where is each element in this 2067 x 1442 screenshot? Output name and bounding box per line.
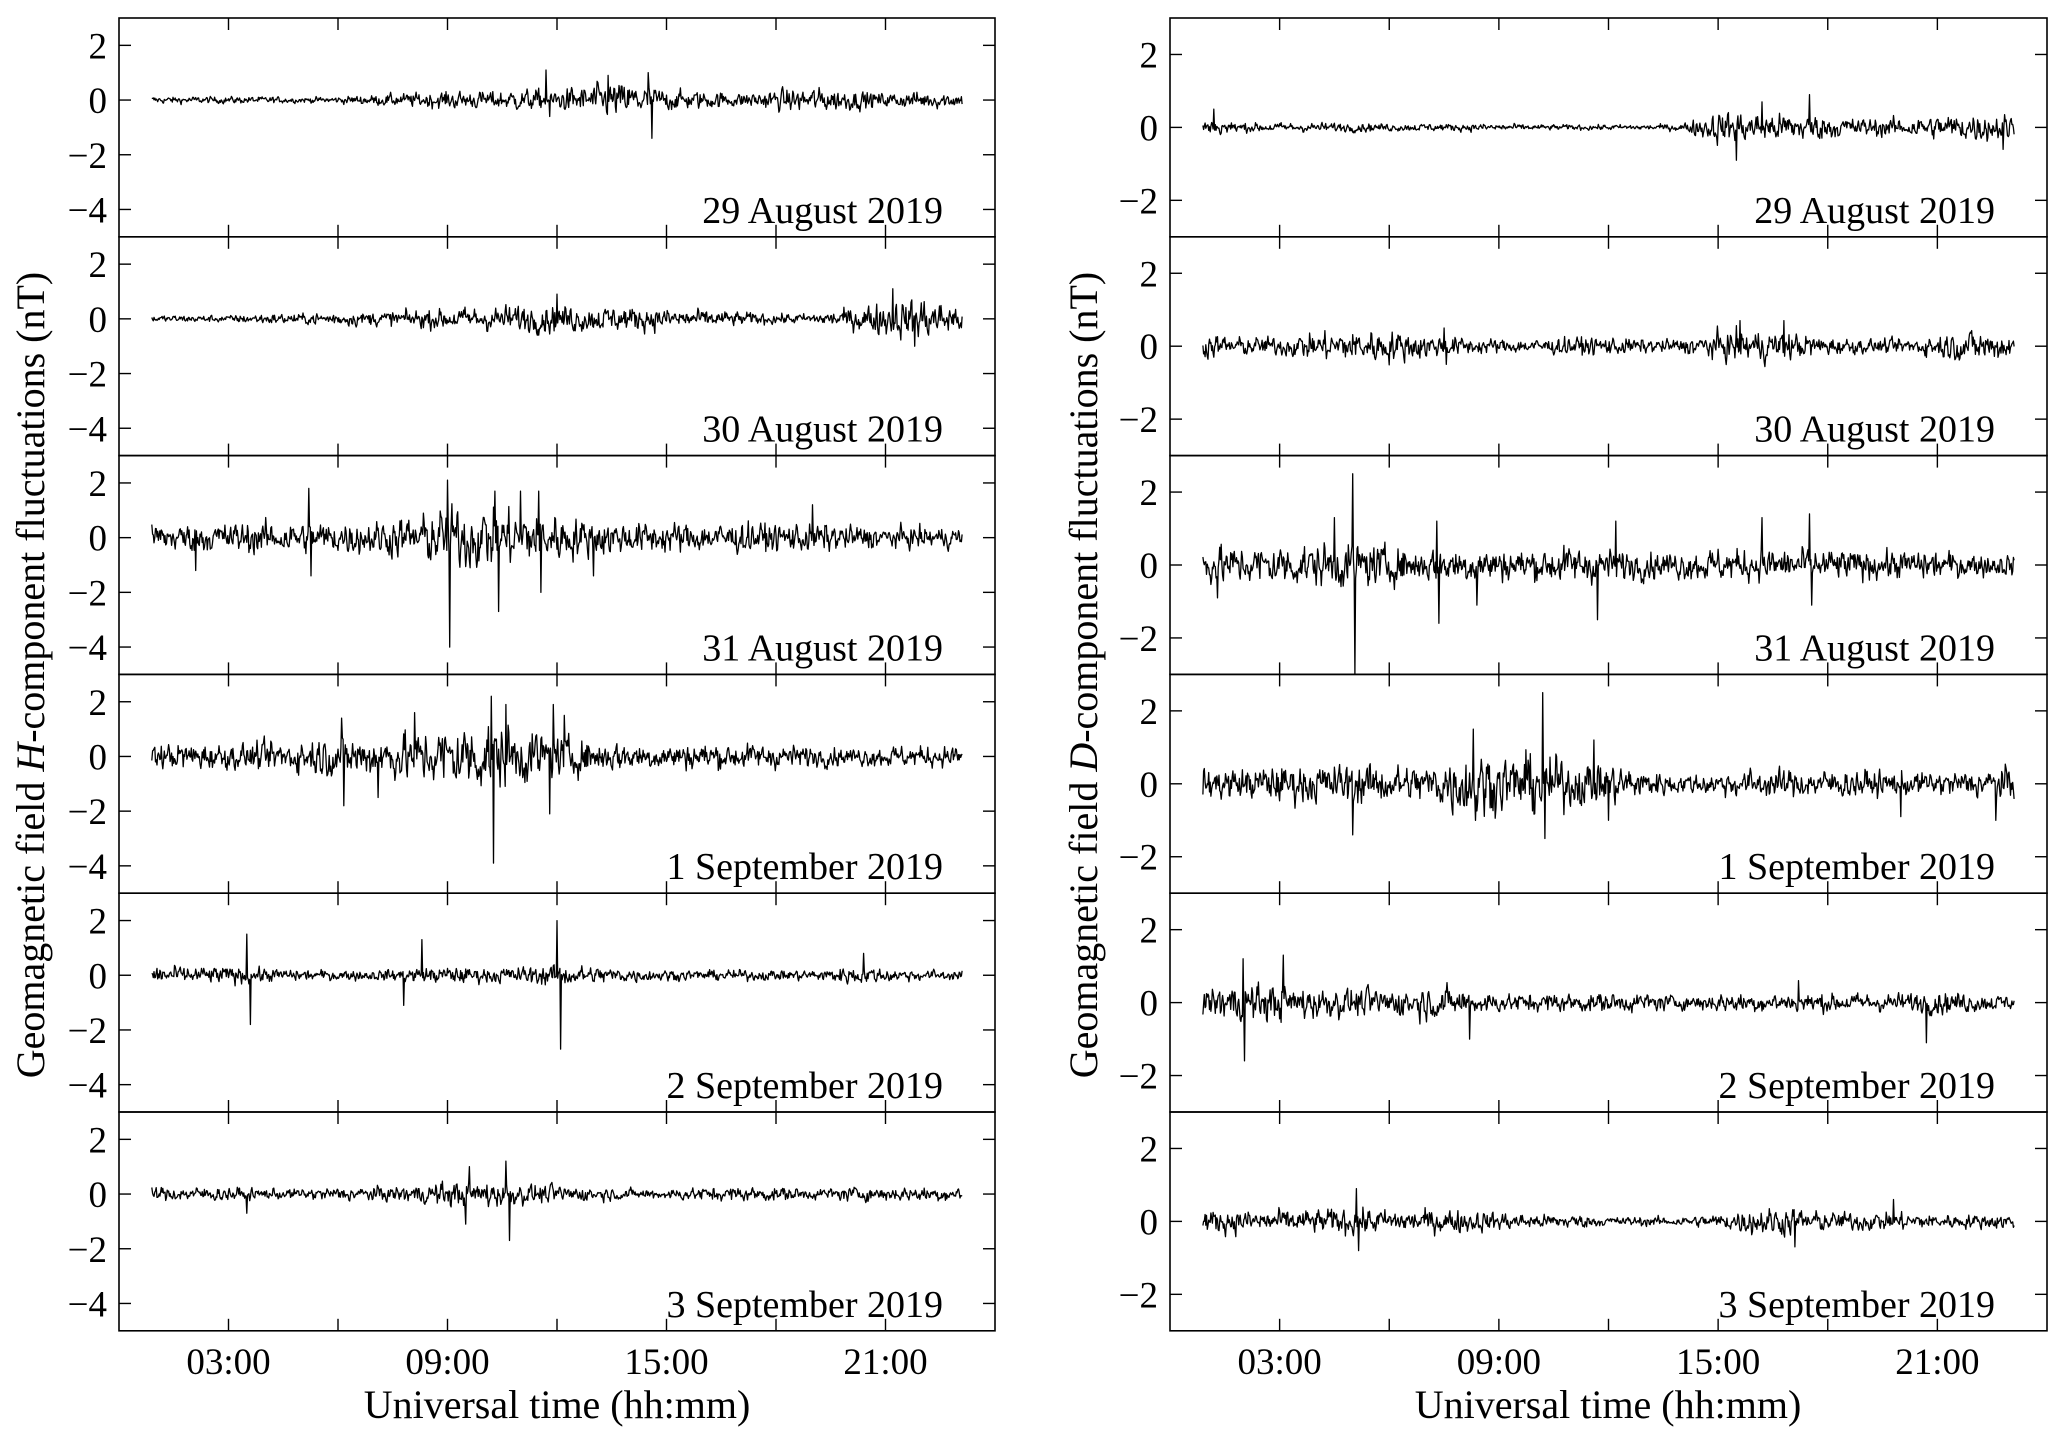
panel-2: 2 0 −2 30 August 2019	[1119, 236, 2048, 457]
data-trace	[1202, 473, 2015, 676]
d-component-chart: Geomagnetic field D-component fluctuatio…	[1061, 17, 2048, 1427]
y-tick-label: 0	[1140, 765, 1159, 806]
y-tick-label: 0	[89, 519, 108, 560]
y-tick-label: −2	[1119, 619, 1158, 660]
panel-date-label: 31 August 2019	[702, 627, 943, 669]
panel-6: 2 0 −2 3 September 2019	[1119, 1111, 2048, 1332]
y-tick-label: 0	[1140, 108, 1159, 149]
data-trace	[1202, 93, 2015, 161]
y-tick-label: −4	[68, 190, 107, 231]
data-trace	[1202, 954, 2015, 1062]
y-tick-label: −2	[1119, 181, 1158, 222]
y-tick-label: 0	[89, 956, 108, 997]
y-tick-label: −4	[68, 409, 107, 450]
y-tick-label: 2	[1140, 35, 1159, 76]
panel-1: 2 0 −2 29 August 2019	[1119, 17, 2048, 238]
panel-3: 2 0 −2 −4 31 August 2019	[68, 454, 996, 676]
panel-4: 2 0 −2 1 September 2019	[1119, 673, 2048, 895]
panel-date-label: 2 September 2019	[1718, 1065, 1995, 1107]
data-trace	[151, 69, 963, 139]
y-tick-label: 2	[89, 26, 108, 67]
y-tick-label: 0	[89, 1175, 108, 1216]
y-tick-label: 2	[1140, 473, 1159, 514]
y-tick-label: 2	[1140, 254, 1159, 295]
y-tick-label: 2	[89, 1120, 108, 1161]
x-tick-label: 21:00	[1895, 1342, 1979, 1383]
x-tick-label: 09:00	[1457, 1342, 1541, 1383]
y-tick-label: 2	[1140, 692, 1159, 733]
y-tick-label: 2	[89, 902, 108, 943]
data-trace	[1202, 1187, 2015, 1252]
y-tick-label: 0	[89, 81, 108, 122]
data-trace	[151, 1160, 963, 1242]
panel-date-label: 29 August 2019	[702, 190, 943, 232]
y-tick-label: 0	[1140, 327, 1159, 368]
y-tick-label: −4	[68, 1066, 107, 1107]
data-trace	[151, 479, 963, 648]
data-trace	[1202, 691, 2015, 840]
y-tick-label: −4	[68, 847, 107, 888]
panel-date-label: 1 September 2019	[666, 846, 943, 888]
y-tick-label: 2	[1140, 911, 1159, 952]
x-tick-label: 15:00	[624, 1342, 708, 1383]
data-trace	[151, 288, 963, 347]
y-tick-label: 2	[1140, 1129, 1159, 1170]
y-axis-title: Geomagnetic field D-component fluctuatio…	[1061, 272, 1106, 1078]
panel-date-label: 29 August 2019	[1754, 190, 1995, 232]
y-tick-label: 2	[89, 464, 108, 505]
panel-date-label: 31 August 2019	[1754, 627, 1995, 669]
y-tick-label: 0	[1140, 546, 1159, 587]
h-component-chart: Geomagnetic field H-component fluctuatio…	[8, 17, 996, 1427]
y-tick-label: 0	[1140, 984, 1159, 1025]
y-tick-label: −2	[1119, 400, 1158, 441]
x-tick-label: 15:00	[1676, 1342, 1760, 1383]
y-tick-label: −4	[68, 628, 107, 669]
panel-date-label: 1 September 2019	[1718, 846, 1995, 888]
y-tick-label: −2	[1119, 1057, 1158, 1098]
x-tick-label: 03:00	[1237, 1342, 1321, 1383]
x-tick-label: 03:00	[186, 1342, 270, 1383]
panel-5: 2 0 −2 −4 2 September 2019	[68, 892, 996, 1113]
panel-date-label: 2 September 2019	[666, 1065, 943, 1107]
panel-5: 2 0 −2 2 September 2019	[1119, 892, 2048, 1113]
data-trace	[151, 695, 963, 864]
x-axis-title: Universal time (hh:mm)	[1415, 1382, 1802, 1427]
data-trace	[151, 919, 963, 1050]
y-tick-label: 2	[89, 245, 108, 286]
x-tick-label: 09:00	[405, 1342, 489, 1383]
y-tick-label: −2	[1119, 838, 1158, 879]
y-tick-label: 0	[89, 300, 108, 341]
y-axis-title: Geomagnetic field H-component fluctuatio…	[8, 272, 53, 1078]
panel-date-label: 3 September 2019	[666, 1284, 943, 1326]
panel-3: 2 0 −2 31 August 2019	[1119, 454, 2048, 676]
panel-date-label: 30 August 2019	[702, 409, 943, 451]
y-tick-label: −2	[68, 1230, 107, 1271]
x-tick-label: 21:00	[843, 1342, 927, 1383]
panel-1: 2 0 −2 −4 29 August 2019	[68, 17, 996, 238]
panel-6: 2 0 −2 −4 3 September 2019	[68, 1111, 996, 1332]
x-axis-title: Universal time (hh:mm)	[364, 1382, 751, 1427]
y-tick-label: −2	[68, 792, 107, 833]
y-tick-label: −2	[68, 355, 107, 396]
y-tick-label: −2	[68, 136, 107, 177]
panel-2: 2 0 −2 −4 30 August 2019	[68, 236, 996, 457]
y-tick-label: 2	[89, 683, 108, 724]
panel-date-label: 30 August 2019	[1754, 409, 1995, 451]
y-tick-label: −4	[68, 1284, 107, 1325]
data-trace	[1202, 320, 2015, 368]
y-tick-label: −2	[68, 1011, 107, 1052]
y-tick-label: −2	[68, 573, 107, 614]
y-tick-label: 0	[89, 737, 108, 778]
y-tick-label: 0	[1140, 1202, 1159, 1243]
y-tick-label: −2	[1119, 1275, 1158, 1316]
panel-4: 2 0 −2 −4 1 September 2019	[68, 673, 996, 895]
panel-date-label: 3 September 2019	[1718, 1284, 1995, 1326]
